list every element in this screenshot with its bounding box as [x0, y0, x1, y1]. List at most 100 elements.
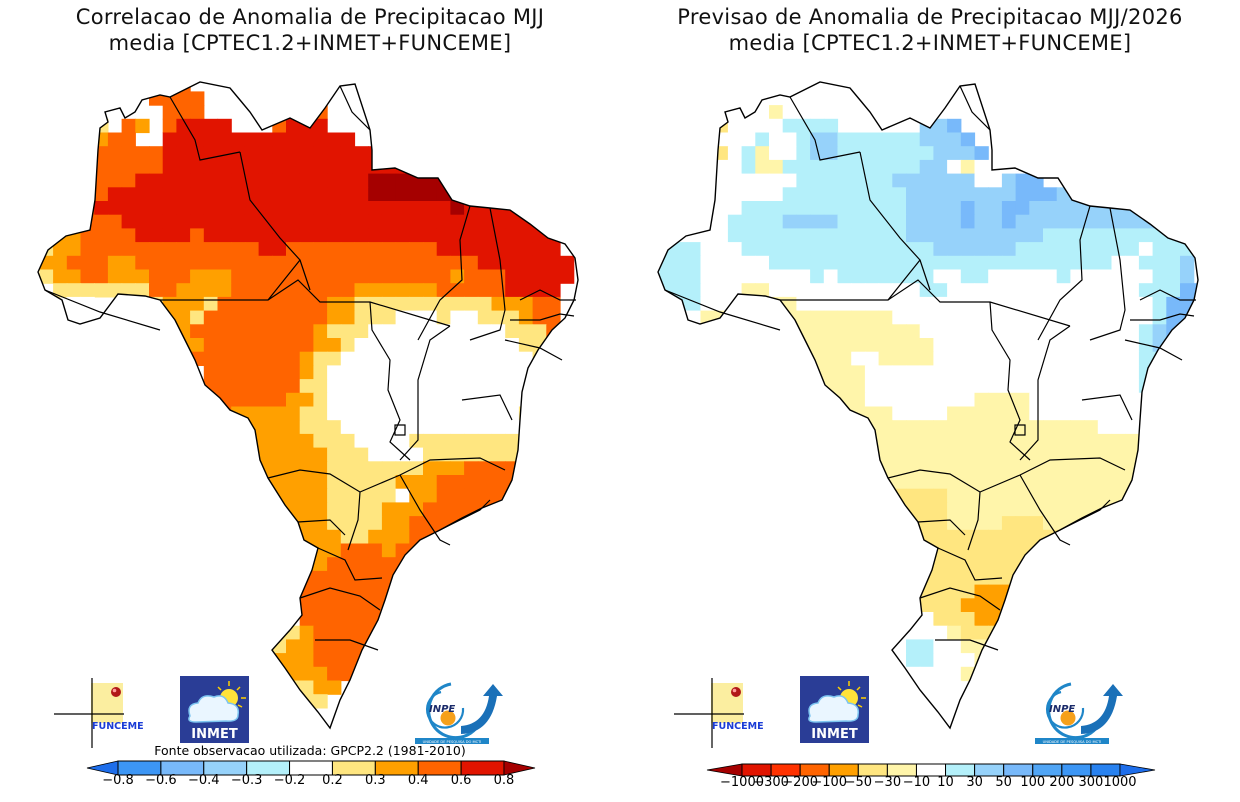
map-cell — [1056, 310, 1071, 325]
observation-source-note: Fonte observacao utilizada: GPCP2.2 (198… — [154, 743, 466, 758]
map-cell — [919, 433, 934, 449]
map-cell — [231, 228, 246, 243]
map-cell — [1138, 296, 1154, 312]
map-cell — [947, 379, 962, 394]
map-cell — [313, 694, 328, 709]
map-cell — [1043, 228, 1058, 243]
map-cell — [1015, 283, 1030, 298]
map-cell — [892, 365, 907, 380]
map-cell — [66, 269, 82, 284]
map-cell — [299, 488, 314, 503]
map-cell — [714, 201, 729, 216]
map-cell — [327, 680, 342, 695]
map-cell — [231, 283, 246, 298]
map-cell — [960, 406, 976, 421]
map-cell — [1125, 255, 1140, 271]
map-cell — [906, 132, 921, 147]
map-cell — [933, 516, 948, 531]
map-cell — [1111, 214, 1126, 229]
map-cell — [1111, 392, 1126, 408]
map-cell — [796, 310, 811, 325]
map-cell — [423, 502, 438, 517]
map-cell — [340, 201, 356, 216]
map-cell — [1001, 296, 1017, 312]
map-cell — [121, 228, 136, 243]
map-cell — [1152, 406, 1167, 421]
map-cell — [933, 406, 948, 421]
map-cell — [1138, 475, 1154, 490]
map-cell — [837, 324, 852, 339]
map-cell — [505, 406, 520, 421]
map-cell — [960, 420, 976, 435]
map-cell — [436, 269, 451, 284]
map-cell — [340, 488, 356, 503]
state-border — [1037, 205, 1091, 341]
map-cell — [769, 351, 784, 366]
map-cell — [368, 173, 383, 188]
map-cell — [217, 159, 232, 175]
map-cell — [1056, 255, 1071, 271]
map-cell — [741, 242, 756, 257]
map-cell — [851, 310, 866, 325]
map-cell — [810, 201, 825, 216]
map-cell — [409, 420, 424, 435]
state-border — [339, 85, 371, 131]
map-cell — [714, 283, 729, 298]
colorbar-tick-label: 100 — [1020, 775, 1046, 790]
map-cell — [1015, 214, 1030, 229]
map-cell — [1015, 296, 1030, 312]
state-border — [394, 424, 406, 436]
map-cell — [974, 392, 989, 408]
map-cell — [491, 406, 506, 421]
map-cell — [810, 214, 825, 229]
map-cell — [933, 187, 948, 202]
inmet-logo-text: INMET — [811, 727, 858, 742]
map-cell — [450, 420, 465, 435]
map-cell — [1084, 242, 1099, 257]
map-cell — [823, 201, 839, 216]
map-cell — [354, 255, 369, 271]
map-cell — [878, 447, 893, 462]
map-cell — [272, 324, 287, 339]
map-cell — [947, 201, 962, 216]
map-cell — [1029, 420, 1044, 435]
colorbar-tick-label: 300 — [1078, 775, 1104, 790]
map-cell — [395, 475, 410, 490]
map-cell — [1070, 502, 1085, 517]
map-cell — [436, 475, 451, 490]
map-cell — [299, 283, 314, 298]
map-cell — [409, 228, 424, 243]
map-cell — [381, 255, 397, 271]
map-cell — [1097, 406, 1113, 421]
map-cell — [1125, 406, 1140, 421]
map-cell — [190, 324, 205, 339]
map-cell — [190, 214, 205, 229]
map-cell — [919, 639, 934, 654]
map-cell — [381, 420, 397, 435]
map-cell — [244, 310, 260, 325]
map-cell — [1001, 529, 1017, 545]
map-cell — [755, 283, 770, 298]
map-cell — [477, 420, 493, 435]
map-cell — [933, 324, 948, 339]
funceme-logo: FUNCEME — [674, 678, 764, 748]
map-cell — [135, 159, 150, 175]
state-border — [169, 96, 241, 161]
map-cell — [892, 351, 907, 366]
map-cell — [782, 283, 797, 298]
map-cell — [354, 529, 369, 545]
map-cell — [796, 214, 811, 229]
map-cell — [217, 242, 232, 257]
map-cell — [1125, 392, 1140, 408]
colorbar-tick-label: 200 — [1049, 775, 1075, 790]
map-cell — [272, 214, 287, 229]
map-cell — [974, 296, 989, 312]
map-cell — [340, 598, 356, 613]
map-cell — [988, 269, 1003, 284]
map-cell — [1029, 365, 1044, 380]
map-cell — [1001, 502, 1017, 517]
map-cell — [340, 406, 356, 421]
map-cell — [933, 680, 948, 695]
map-cell — [878, 187, 893, 202]
map-cell — [532, 406, 547, 421]
